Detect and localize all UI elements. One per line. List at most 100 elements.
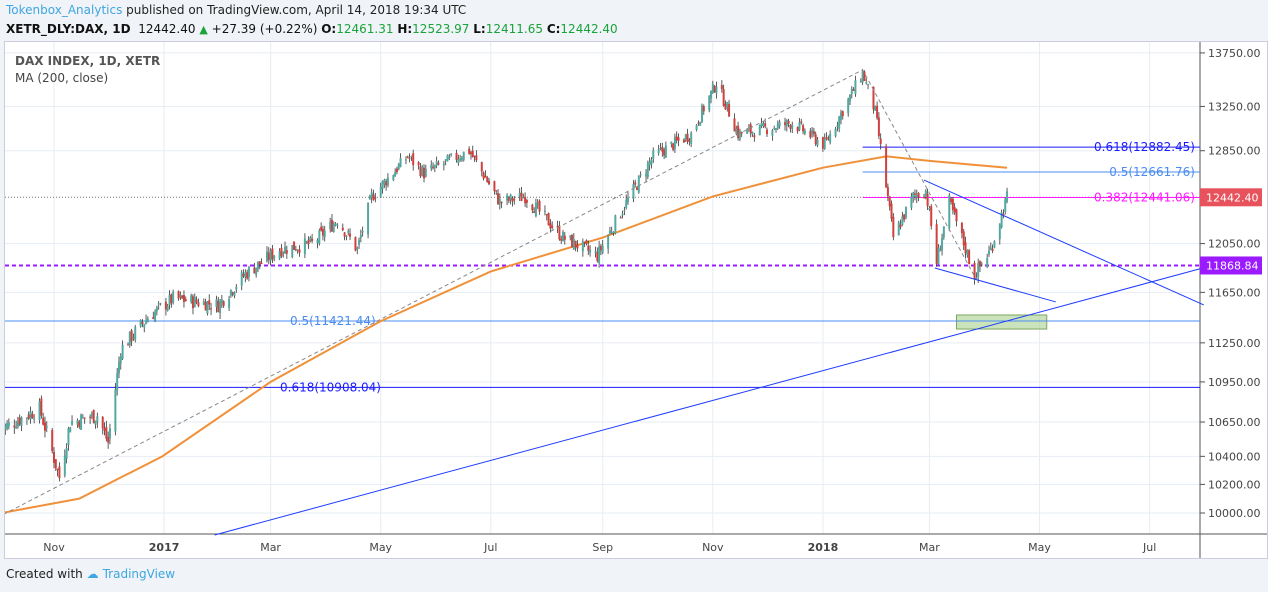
open-value: 12461.31 bbox=[336, 22, 394, 36]
legend-indicator[interactable]: MA (200, close) bbox=[15, 71, 109, 85]
candle-body bbox=[307, 239, 310, 245]
y-tick-label: 10650.00 bbox=[1208, 416, 1261, 429]
arrow-up-icon: ▲ bbox=[199, 23, 208, 36]
candle-body bbox=[242, 274, 245, 277]
candle-body bbox=[334, 223, 337, 226]
candle-body bbox=[392, 175, 395, 181]
candle-body bbox=[632, 184, 635, 199]
candle-body bbox=[170, 294, 173, 304]
candle-body bbox=[847, 98, 850, 114]
chart-area[interactable]: 13750.00 13250.00 12850.00 12050.00 11650.00… bbox=[0, 41, 1268, 559]
candle-body bbox=[926, 193, 929, 207]
candle-body bbox=[294, 249, 297, 251]
candle-body bbox=[726, 101, 729, 108]
footer-created: Created with bbox=[6, 567, 83, 581]
candle-body bbox=[193, 296, 196, 308]
candle-body bbox=[15, 427, 18, 429]
candle-body bbox=[975, 278, 978, 280]
candle-body bbox=[762, 123, 765, 127]
publish-text: published on TradingView.com, April 14, … bbox=[122, 3, 467, 17]
candle-body bbox=[823, 138, 826, 149]
candle-body bbox=[733, 118, 736, 132]
candle-body bbox=[280, 247, 283, 257]
candle-body bbox=[966, 249, 969, 256]
candle-body bbox=[320, 226, 323, 231]
candle-body bbox=[560, 238, 563, 241]
fib-level-label: 0.618(12882.45) bbox=[1094, 140, 1195, 154]
candle-body bbox=[233, 291, 236, 296]
candle-body bbox=[33, 418, 36, 420]
price-chart[interactable]: 13750.00 13250.00 12850.00 12050.00 11650.00… bbox=[0, 42, 1267, 558]
candle-body bbox=[836, 125, 839, 127]
x-tick-label: Nov bbox=[43, 541, 65, 554]
author-link[interactable]: Tokenbox_Analytics bbox=[6, 3, 123, 17]
symbol-info: XETR_DLY:DAX, 1D 12442.40 ▲ +27.39 (+0.2… bbox=[6, 22, 618, 36]
candle-body bbox=[715, 86, 718, 94]
candle-body bbox=[381, 181, 384, 190]
candle-body bbox=[285, 250, 288, 254]
candle-body bbox=[673, 137, 676, 149]
candle-body bbox=[865, 82, 868, 84]
candle-body bbox=[435, 161, 438, 166]
candle-body bbox=[803, 130, 806, 134]
candle-body bbox=[699, 121, 702, 126]
candle-body bbox=[1006, 191, 1009, 202]
candle-body bbox=[53, 451, 55, 463]
price-label: 11868.84 bbox=[1206, 259, 1259, 272]
candle-body bbox=[534, 202, 537, 217]
candle-body bbox=[45, 426, 48, 428]
candle-body bbox=[688, 139, 691, 142]
tradingview-link[interactable]: TradingView bbox=[102, 567, 176, 581]
candle-body bbox=[910, 196, 913, 208]
candle-body bbox=[612, 232, 615, 234]
candle-body bbox=[511, 197, 514, 202]
candle-body bbox=[686, 133, 689, 142]
candle-body bbox=[551, 225, 554, 228]
candle-body bbox=[509, 194, 512, 200]
y-tick-label: 13250.00 bbox=[1208, 100, 1261, 113]
candle-body bbox=[825, 137, 828, 139]
candle-body bbox=[885, 146, 888, 188]
candle-body bbox=[710, 90, 713, 99]
candle-body bbox=[345, 235, 348, 237]
candle-body bbox=[130, 330, 133, 342]
candle-body bbox=[690, 132, 693, 144]
candle-body bbox=[964, 242, 967, 254]
candle-body bbox=[879, 138, 882, 145]
candle-body bbox=[473, 155, 476, 157]
candle-body bbox=[177, 291, 180, 299]
price-label-bg bbox=[1200, 256, 1262, 275]
candle-body bbox=[139, 319, 142, 327]
candle-body bbox=[978, 261, 981, 267]
tradingview-logo-icon: ☁ bbox=[86, 567, 99, 581]
candle-body bbox=[524, 196, 527, 204]
candle-body bbox=[563, 235, 566, 240]
candle-body bbox=[172, 291, 175, 303]
candle-body bbox=[634, 182, 637, 185]
candle-body bbox=[244, 272, 247, 277]
candle-body bbox=[670, 141, 673, 144]
candle-body bbox=[998, 224, 1001, 240]
candle-body bbox=[457, 159, 460, 163]
candle-body bbox=[977, 263, 980, 277]
candle-body bbox=[850, 88, 853, 95]
chart-legend: DAX INDEX, 1D, XETR MA (200, close) bbox=[15, 53, 160, 87]
candle-body bbox=[482, 172, 485, 179]
y-tick-label: 10200.00 bbox=[1208, 478, 1261, 491]
candle-body bbox=[645, 173, 648, 177]
candle-body bbox=[159, 303, 162, 305]
candle-body bbox=[202, 301, 205, 305]
candle-body bbox=[675, 136, 678, 141]
candle-body bbox=[545, 214, 548, 216]
close-label: C: bbox=[546, 22, 561, 36]
candle-body bbox=[38, 401, 41, 421]
candle-body bbox=[190, 295, 193, 303]
candle-body bbox=[838, 116, 841, 129]
candle-body bbox=[775, 128, 777, 131]
candle-body bbox=[735, 128, 738, 134]
candle-body bbox=[96, 416, 99, 422]
candle-body bbox=[368, 196, 371, 200]
candle-body bbox=[993, 241, 996, 248]
candle-body bbox=[293, 241, 296, 250]
candle-body bbox=[235, 286, 238, 290]
